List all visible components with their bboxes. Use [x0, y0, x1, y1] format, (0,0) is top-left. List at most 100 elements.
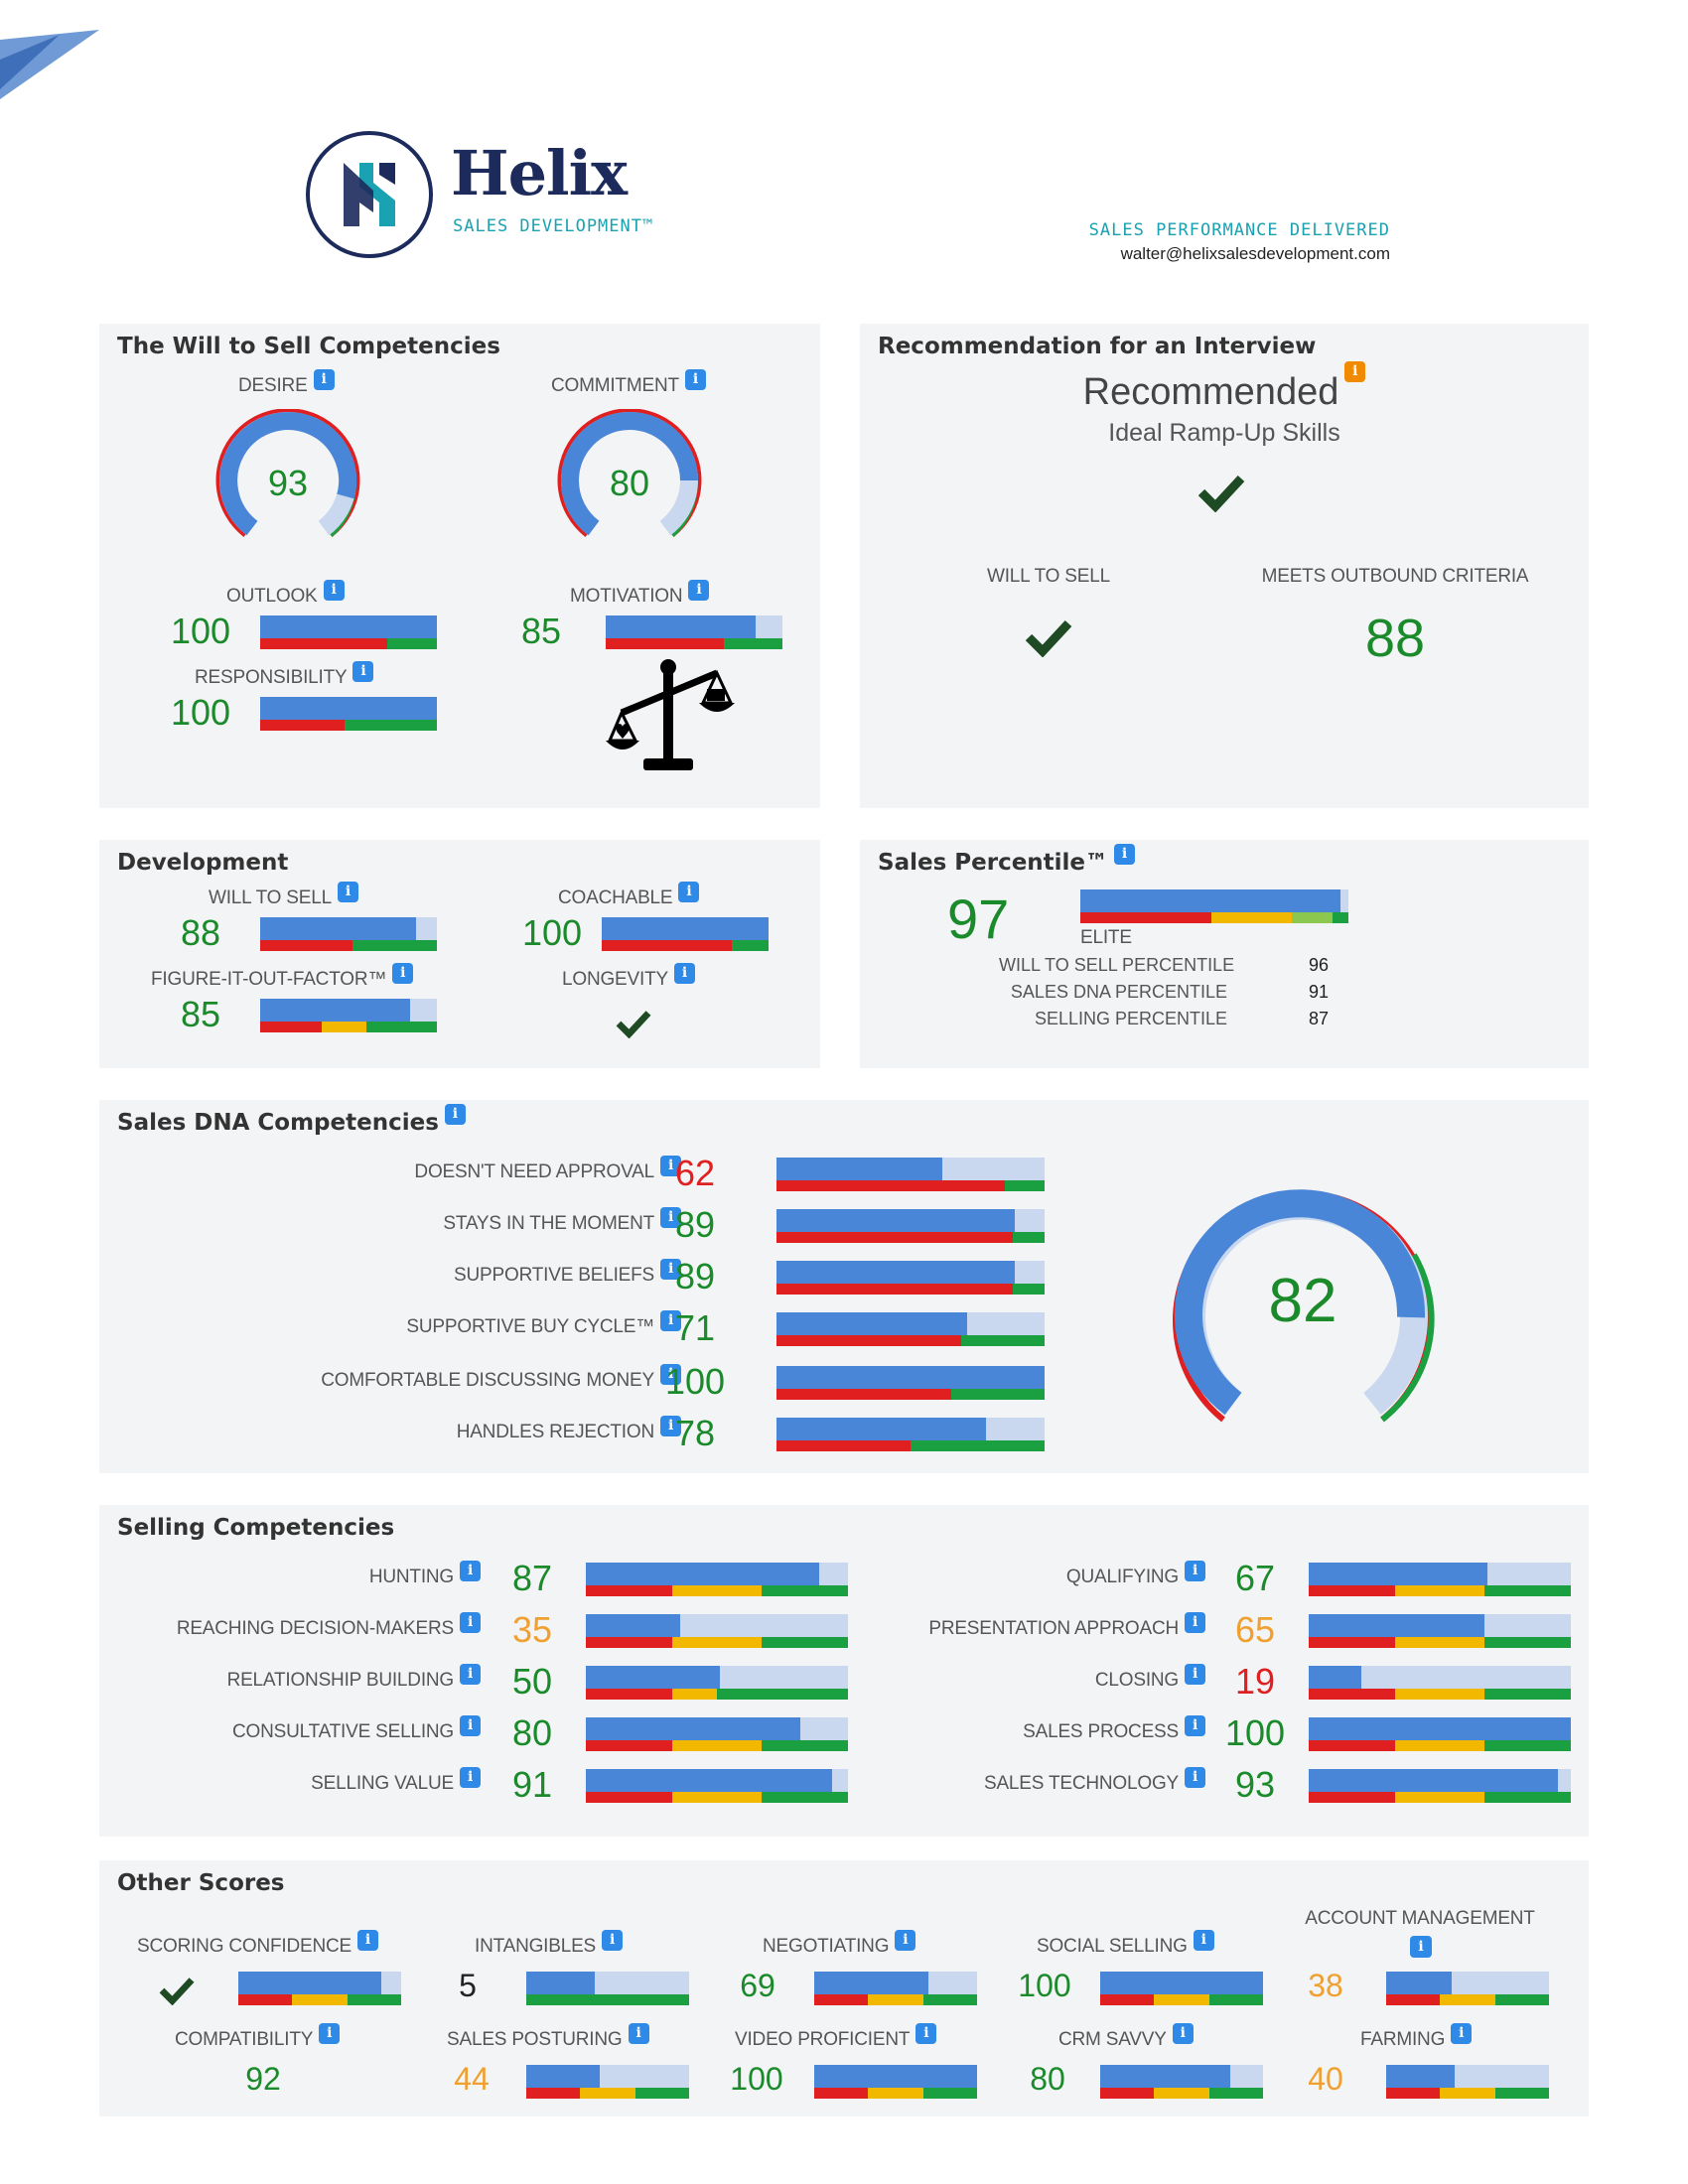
- info-icon[interactable]: i: [337, 882, 358, 902]
- info-icon[interactable]: i: [352, 661, 374, 682]
- info-icon[interactable]: i: [444, 1104, 466, 1125]
- other-score: 92: [245, 2061, 281, 2097]
- selling-label: CONSULTATIVE SELLING i: [119, 1715, 481, 1743]
- selling-score: 50: [511, 1661, 553, 1702]
- info-icon[interactable]: i: [1451, 2023, 1473, 2044]
- coachable-bar: [602, 917, 769, 951]
- recommendation-subtitle: Ideal Ramp-Up Skills: [1108, 419, 1340, 447]
- info-icon[interactable]: i: [684, 369, 706, 390]
- helix-logo: Helix SALES DEVELOPMENT™: [304, 129, 661, 268]
- selling-label: RELATIONSHIP BUILDING i: [119, 1664, 481, 1692]
- info-icon[interactable]: i: [1185, 1664, 1205, 1685]
- commitment-score: 80: [609, 463, 650, 503]
- other-label: NEGOTIATING i: [763, 1930, 916, 1958]
- info-icon[interactable]: i: [678, 882, 700, 902]
- info-icon[interactable]: i: [319, 2023, 341, 2044]
- check-icon: [1025, 619, 1072, 657]
- commitment-gauge: [557, 409, 702, 537]
- coachable-label: COACHABLE i: [558, 882, 700, 909]
- selling-label: SALES TECHNOLOGY i: [874, 1767, 1205, 1795]
- other-label: SCORING CONFIDENCE i: [137, 1930, 378, 1958]
- selling-score: 93: [1234, 1764, 1276, 1805]
- panel-title: Recommendation for an Interview: [878, 334, 1317, 359]
- other-score: 100: [1018, 1968, 1071, 2003]
- will-to-sell-label: WILL TO SELL: [987, 566, 1110, 587]
- selling-score: 100: [1224, 1712, 1286, 1753]
- other-label: SALES POSTURING i: [447, 2023, 649, 2051]
- info-icon[interactable]: i: [460, 1664, 481, 1685]
- development-panel: Development WILL TO SELL i 88 COACHABLE i …: [99, 840, 820, 1068]
- recommendation-status: Recommended i: [860, 361, 1589, 414]
- info-icon[interactable]: i: [628, 2023, 649, 2044]
- selling-bar: [1309, 1614, 1571, 1648]
- sales-dna-overall-score: 82: [1268, 1267, 1337, 1335]
- panel-title: Sales DNA Competencies i: [117, 1104, 466, 1136]
- info-icon[interactable]: i: [356, 1930, 378, 1951]
- info-icon[interactable]: i: [660, 1416, 681, 1436]
- percentile-row-label: SELLING PERCENTILE: [1034, 1009, 1227, 1028]
- info-icon[interactable]: i: [1410, 1936, 1432, 1958]
- info-icon[interactable]: i: [460, 1767, 481, 1788]
- selling-label: SALES PROCESS i: [874, 1715, 1205, 1743]
- check-icon: [159, 1978, 195, 2005]
- dna-bar: [776, 1312, 1045, 1346]
- selling-bar: [1309, 1717, 1571, 1751]
- panel-title: Selling Competencies: [117, 1515, 395, 1541]
- info-icon[interactable]: i: [1344, 361, 1366, 382]
- info-icon[interactable]: i: [915, 2023, 937, 2044]
- dna-label: COMFORTABLE DISCUSSING MONEY i: [139, 1364, 681, 1392]
- outbound-criteria-label: MEETS OUTBOUND CRITERIA: [1261, 566, 1529, 587]
- dna-score: 89: [674, 1204, 716, 1245]
- other-bar: [1386, 2065, 1549, 2099]
- selling-bar: [586, 1717, 848, 1751]
- info-icon[interactable]: i: [660, 1259, 681, 1280]
- percentile-tier: ELITE: [1080, 927, 1132, 948]
- contact-email[interactable]: walter@helixsalesdevelopment.com: [1120, 244, 1390, 263]
- sales-dna-panel: Sales DNA Competencies i DOESN'T NEED APP…: [99, 1100, 1589, 1473]
- info-icon[interactable]: i: [1193, 1930, 1214, 1951]
- recommendation-panel: Recommendation for an Interview Recommen…: [860, 324, 1589, 808]
- dna-label: HANDLES REJECTION i: [139, 1416, 681, 1443]
- corner-decoration: [0, 30, 99, 99]
- info-icon[interactable]: i: [460, 1561, 481, 1581]
- info-icon[interactable]: i: [688, 580, 710, 601]
- outlook-bar: [260, 615, 437, 649]
- dna-score: 100: [664, 1361, 726, 1402]
- tagline: SALES PERFORMANCE DELIVERED: [1088, 220, 1390, 240]
- percentile-row-label: SALES DNA PERCENTILE: [1010, 982, 1227, 1002]
- other-bar: [526, 1972, 689, 2005]
- info-icon[interactable]: i: [323, 580, 345, 601]
- info-icon[interactable]: i: [660, 1310, 681, 1331]
- info-icon[interactable]: i: [602, 1930, 624, 1951]
- selling-label: REACHING DECISION-MAKERS i: [119, 1612, 481, 1640]
- percentile-score: 97: [947, 887, 1010, 950]
- info-icon[interactable]: i: [1185, 1767, 1205, 1788]
- info-icon[interactable]: i: [660, 1156, 681, 1176]
- outlook-score: 100: [171, 611, 231, 651]
- info-icon[interactable]: i: [313, 369, 335, 390]
- info-icon[interactable]: i: [673, 963, 695, 984]
- info-icon[interactable]: i: [1114, 844, 1136, 865]
- other-label: ACCOUNT MANAGEMENT: [1305, 1908, 1535, 1929]
- selling-score: 91: [511, 1764, 553, 1805]
- selling-score: 65: [1234, 1609, 1276, 1650]
- other-label: VIDEO PROFICIENT i: [735, 2023, 937, 2051]
- info-icon[interactable]: i: [895, 1930, 916, 1951]
- dna-label: STAYS IN THE MOMENT i: [139, 1207, 681, 1235]
- info-icon[interactable]: i: [660, 1207, 681, 1228]
- info-icon[interactable]: i: [392, 963, 414, 984]
- info-icon[interactable]: i: [1185, 1612, 1205, 1633]
- will-to-sell-panel: The Will to Sell Competencies DESIRE i 93…: [99, 324, 820, 808]
- dna-score: 78: [674, 1413, 716, 1453]
- other-scores-panel: Other Scores SCORING CONFIDENCE i INTANGI…: [99, 1860, 1589, 2116]
- figure-it-out-bar: [260, 999, 437, 1032]
- other-bar: [814, 2065, 977, 2099]
- info-icon[interactable]: i: [660, 1364, 681, 1385]
- desire-label: DESIRE i: [238, 369, 335, 397]
- info-icon[interactable]: i: [1185, 1561, 1205, 1581]
- info-icon[interactable]: i: [460, 1715, 481, 1736]
- info-icon[interactable]: i: [1172, 2023, 1194, 2044]
- info-icon[interactable]: i: [460, 1612, 481, 1633]
- info-icon[interactable]: i: [1185, 1715, 1205, 1736]
- selling-label: PRESENTATION APPROACH i: [874, 1612, 1205, 1640]
